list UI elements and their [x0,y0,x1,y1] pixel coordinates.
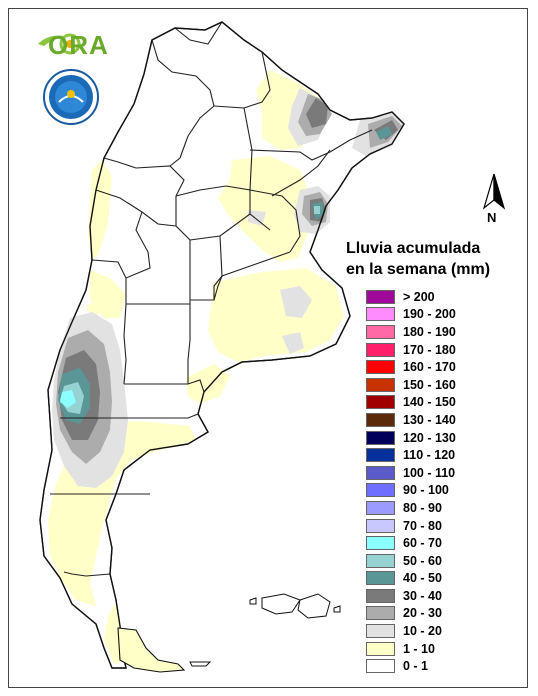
legend-swatch [366,307,395,322]
legend-swatch [366,377,395,392]
legend-swatch [366,624,395,639]
legend-swatch [366,465,395,480]
legend-label: 90 - 100 [403,483,449,498]
legend-title: Lluvia acumulada en la semana (mm) [346,238,526,280]
legend-item: 130 - 140 [366,411,516,429]
legend-swatch [366,483,395,498]
legend-label: 20 - 30 [403,606,442,621]
smn-seal-logo [42,68,100,126]
tierra-del-fuego [117,627,186,673]
legend-label: 160 - 170 [403,360,456,375]
legend-item: > 200 [366,288,516,306]
legend-label: 60 - 70 [403,536,442,551]
legend-item: 90 - 100 [366,482,516,500]
legend-label: 80 - 90 [403,500,442,515]
legend: > 200 190 - 200 180 - 190 170 - 180 160 - 17… [366,288,516,675]
legend-item: 110 - 120 [366,446,516,464]
legend-swatch [366,324,395,339]
legend-item: 60 - 70 [366,534,516,552]
legend-item: 10 - 20 [366,622,516,640]
argentina-border [39,21,405,669]
legend-swatch [366,289,395,304]
legend-item: 140 - 150 [366,394,516,412]
legend-label: 120 - 130 [403,430,456,445]
legend-item: 30 - 40 [366,587,516,605]
legend-label: 10 - 20 [403,624,442,639]
legend-swatch [366,571,395,586]
legend-item: 170 - 180 [366,341,516,359]
ora-logo-text: ORA [48,30,109,60]
legend-swatch [366,500,395,515]
legend-item: 160 - 170 [366,358,516,376]
legend-item: 50 - 60 [366,552,516,570]
legend-label: 110 - 120 [403,448,456,463]
isla-de-los-estados [189,661,212,667]
legend-swatch [366,430,395,445]
legend-swatch [366,342,395,357]
legend-item: 70 - 80 [366,517,516,535]
legend-swatch [366,641,395,656]
legend-swatch [366,553,395,568]
legend-label: 180 - 190 [403,324,456,339]
legend-item: 100 - 110 [366,464,516,482]
legend-label: 190 - 200 [403,307,456,322]
legend-label: 1 - 10 [403,641,435,656]
malvinas-islands [249,593,341,619]
north-label: N [487,210,497,225]
legend-item: 190 - 200 [366,306,516,324]
legend-item: 40 - 50 [366,570,516,588]
legend-label: 30 - 40 [403,588,442,603]
legend-label: 130 - 140 [403,412,456,427]
north-arrow: N [476,172,516,226]
legend-title-line1: Lluvia acumulada [346,240,481,257]
legend-item: 150 - 160 [366,376,516,394]
north-arrow-icon [482,173,506,210]
rain-zone-60-70 [60,390,76,408]
legend-label: 170 - 180 [403,342,456,357]
legend-item: 180 - 190 [366,323,516,341]
legend-label: 50 - 60 [403,553,442,568]
legend-label: 70 - 80 [403,518,442,533]
legend-swatch [366,536,395,551]
seal-icon [43,69,99,125]
legend-label: 100 - 110 [403,465,456,480]
legend-item: 0 - 1 [366,657,516,675]
legend-label: 150 - 160 [403,377,456,392]
ora-logo: ORA [36,26,109,62]
legend-swatch [366,448,395,463]
legend-swatch [366,606,395,621]
legend-label: 0 - 1 [403,659,429,674]
legend-label: 140 - 150 [403,395,456,410]
legend-item: 80 - 90 [366,499,516,517]
legend-title-line2: en la semana (mm) [346,261,491,278]
province-borders [50,21,373,577]
legend-item: 20 - 30 [366,605,516,623]
legend-label: 40 - 50 [403,571,442,586]
legend-swatch [366,395,395,410]
legend-item: 120 - 130 [366,429,516,447]
legend-swatch [366,360,395,375]
legend-swatch [366,659,395,674]
legend-swatch [366,588,395,603]
legend-label: > 200 [403,289,435,304]
legend-swatch [366,412,395,427]
legend-swatch [366,518,395,533]
legend-item: 1 - 10 [366,640,516,658]
ora-swoosh-icon [38,33,81,55]
